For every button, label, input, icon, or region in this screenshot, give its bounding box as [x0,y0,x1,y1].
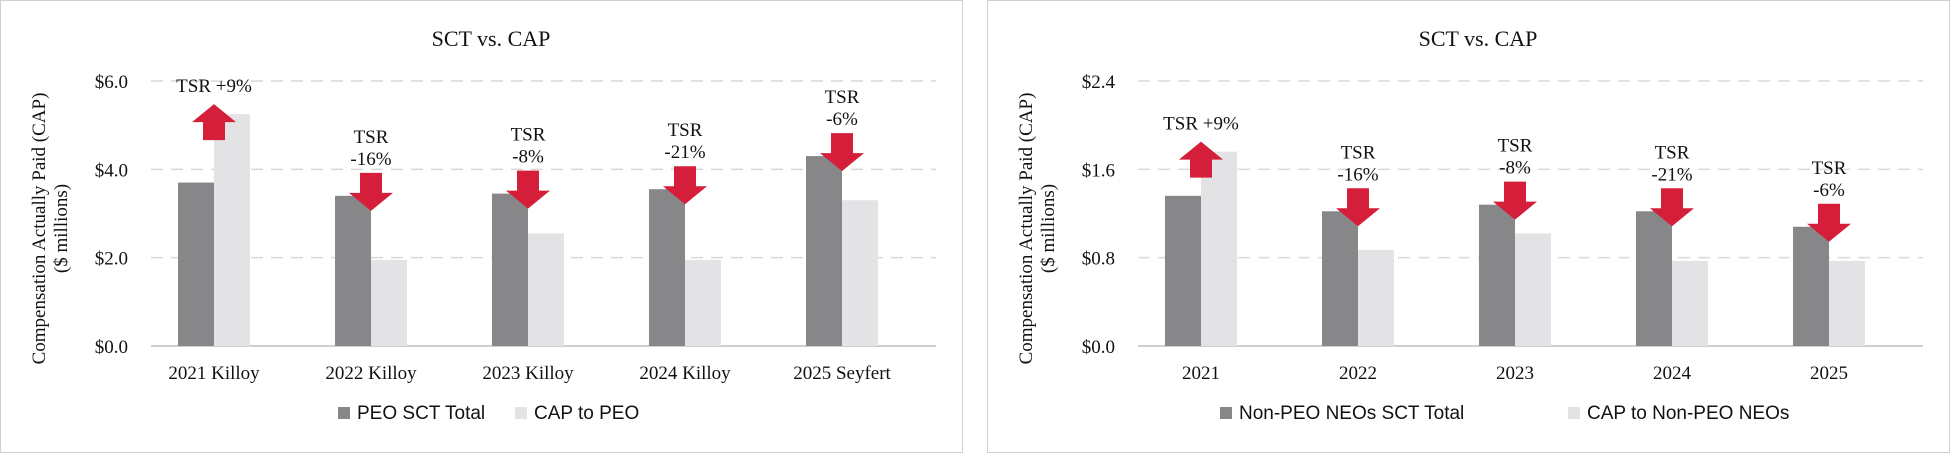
tsr-up-arrow-icon [192,104,236,141]
chart-title: SCT vs. CAP [1419,26,1538,51]
x-tick-label: 2025 Seyfert [793,363,891,384]
tsr-down-arrow-icon [506,170,550,209]
tsr-label: -21% [664,142,705,163]
bar-sct [1793,226,1829,346]
tsr-label: TSR [1498,136,1533,157]
y-axis-label-units: ($ millions) [1038,184,1059,273]
tsr-up-arrow-icon [1179,141,1223,178]
tsr-label: -6% [1813,180,1845,201]
x-tick-label: 2024 [1653,363,1692,384]
tsr-label: TSR [511,125,546,146]
legend-label-cap: CAP to PEO [534,403,639,424]
bar-sct [1322,211,1358,346]
bar-cap [1515,233,1551,346]
non-peo-chart-svg: SCT vs. CAP Compensation Actually Paid (C… [1016,26,1923,424]
tsr-down-arrow-icon [1493,181,1537,220]
bar-cap [685,259,721,346]
x-tick-label: 2022 [1339,363,1377,384]
tsr-label: -8% [512,147,544,168]
y-axis-label: Compensation Actually Paid (CAP) [29,93,50,365]
bar-cap [1201,151,1237,346]
y-tick-label: $6.0 [95,72,128,93]
legend-swatch-cap [1568,407,1580,419]
bar-sct [1636,211,1672,346]
y-tick-label: $2.4 [1082,72,1116,93]
chart-panel-non-peo: SCT vs. CAP Compensation Actually Paid (C… [987,0,1950,453]
tsr-label: TSR +9% [176,76,252,97]
tsr-label: TSR [1812,158,1847,179]
tsr-down-arrow-icon [820,133,864,172]
x-tick-label: 2025 [1810,363,1848,384]
tsr-down-arrow-icon [349,172,393,211]
tsr-label: -16% [350,149,391,170]
bar-cap [1358,249,1394,346]
tsr-down-arrow-icon [1336,188,1380,227]
legend-swatch-sct [338,407,350,419]
y-tick-label: $0.0 [95,337,128,358]
y-tick-label: $1.6 [1082,160,1115,181]
chart-panel-peo: SCT vs. CAP Compensation Actually Paid (C… [0,0,963,453]
legend-label-cap: CAP to Non-PEO NEOs [1587,403,1789,424]
legend-swatch-sct [1220,407,1232,419]
y-tick-label: $0.0 [1082,337,1115,358]
tsr-down-arrow-icon [663,166,707,205]
legend-swatch-cap [515,407,527,419]
tsr-label: TSR [1341,142,1376,163]
peo-chart-svg: SCT vs. CAP Compensation Actually Paid (C… [29,26,936,424]
tsr-label: TSR [354,127,389,148]
y-tick-label: $0.8 [1082,249,1115,270]
tsr-label: -8% [1499,158,1531,179]
tsr-label: -16% [1337,164,1378,185]
y-axis-label-units: ($ millions) [51,184,72,273]
bar-sct [492,193,528,346]
x-tick-label: 2022 Killoy [325,363,417,384]
tsr-label: TSR +9% [1163,114,1239,135]
bar-sct [806,156,842,346]
tsr-down-arrow-icon [1807,203,1851,242]
bar-sct [335,195,371,346]
bar-cap [1672,260,1708,346]
tsr-label: -21% [1651,164,1692,185]
bar-sct [649,189,685,346]
y-tick-label: $2.0 [95,249,128,270]
bar-cap [528,233,564,346]
bar-cap [214,114,250,346]
x-tick-label: 2021 [1182,363,1220,384]
tsr-label: TSR [668,120,703,141]
y-tick-label: $4.0 [95,160,128,181]
bar-sct [1479,204,1515,346]
tsr-label: TSR [1655,142,1690,163]
tsr-label: TSR [825,87,860,108]
x-tick-label: 2024 Killoy [639,363,731,384]
y-axis-label: Compensation Actually Paid (CAP) [1016,93,1037,365]
bar-cap [1829,260,1865,346]
x-tick-label: 2021 Killoy [168,363,260,384]
bar-sct [1165,195,1201,346]
bar-cap [842,200,878,346]
bar-cap [371,259,407,346]
legend-label-sct: Non-PEO NEOs SCT Total [1239,403,1464,424]
tsr-down-arrow-icon [1650,188,1694,227]
x-tick-label: 2023 Killoy [482,363,574,384]
bar-sct [178,182,214,346]
legend-label-sct: PEO SCT Total [357,403,485,424]
x-tick-label: 2023 [1496,363,1534,384]
tsr-label: -6% [826,109,858,130]
chart-title: SCT vs. CAP [432,26,551,51]
